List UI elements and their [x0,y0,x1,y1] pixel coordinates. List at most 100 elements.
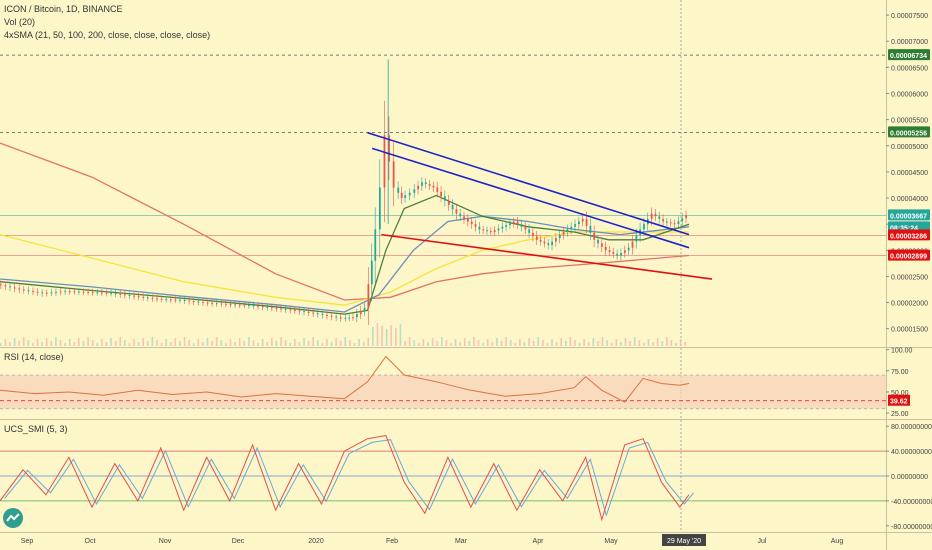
price-axis-tick-label: 0.00006000 [891,91,928,98]
volume-bar [330,342,333,346]
candle-body [482,229,485,231]
trendline [367,131,690,236]
smi-axis-tick-label: -40.00000000 [891,499,932,506]
volume-bar [514,343,517,346]
volume-bar [229,339,232,346]
price-axis-tick-label: 0.00004000 [891,196,928,203]
candle-body [604,246,607,251]
candle-body [374,229,377,261]
candle-body [119,293,122,295]
smi-line [0,435,690,522]
candle-body [447,200,450,205]
candle-body [215,303,218,305]
price-axis-tick-label: 0.00005500 [891,118,928,125]
rsi-band [0,375,886,409]
volume-bar [454,339,457,346]
volume-bar [243,341,246,346]
volume-bar [119,337,122,346]
candle-body [234,304,237,306]
volume-bar [610,343,613,346]
candle-body [211,302,214,304]
candle-body [252,305,255,307]
candle-body [128,295,131,297]
volume-bar [597,341,599,346]
volume-bar [215,337,218,346]
volume-bar [321,343,324,346]
rsi-axis-tick-label: 100.00 [891,348,913,355]
candle-body [363,307,366,311]
candle-body [673,223,676,225]
candle-body [493,230,496,232]
candle-body [413,189,416,193]
candle-body [91,292,94,294]
candle-body [539,239,542,242]
candle-body [392,161,395,188]
volume-bar [326,339,328,346]
volume-bar [519,339,521,346]
candle-body [18,288,21,290]
volume-bar [114,341,117,346]
time-axis-label: Sep [21,538,34,545]
volume-bar [183,337,186,346]
time-axis-label: Feb [386,538,398,545]
time-axis-label: Aug [831,538,844,545]
candle-body [183,299,186,301]
volume-bar [91,340,94,346]
volume-bar [197,339,200,346]
candle-body [463,216,465,219]
candle-body [593,232,596,240]
volume-bar [50,341,53,346]
price-axis-tick-label: 0.00001500 [891,327,928,334]
candle-body [50,292,53,294]
candle-body [303,311,305,313]
candle-body [677,221,680,225]
volume-bar [110,338,112,346]
volume-bar [312,337,314,346]
candle-body [22,289,25,291]
volume-bar [73,342,76,346]
sma-21-line [0,194,690,315]
volume-bar [179,341,181,346]
volume-bar [101,339,103,346]
volume-bar [500,341,503,346]
volume-bar [248,337,250,346]
volume-bar [574,340,576,346]
volume-bar [643,343,645,346]
candle-body [589,225,592,233]
candle-body [32,290,34,292]
candle-body [225,303,227,305]
candle-body [348,317,351,319]
volume-bar [427,342,429,346]
tradingview-logo-icon [3,508,23,528]
volume-bar [96,343,99,346]
volume-bar [505,337,507,346]
volume-bar [629,341,631,346]
volume-bar [211,341,213,346]
volume-bar [358,339,360,346]
candle-body [620,252,622,256]
volume-bar [220,340,223,346]
candle-body [440,191,443,197]
volume-bar [601,337,604,346]
volume-bar [450,343,452,346]
volume-bar [344,337,347,346]
candle-body [370,260,373,285]
volume-bar [68,339,71,346]
candle-body [78,291,80,293]
smi-legend: UCS_SMI (5, 3) [4,424,68,434]
volume-bar [390,325,393,346]
candle-body [574,224,576,227]
candle-body [238,304,241,306]
candle-body [352,317,354,319]
time-axis-label: Jul [758,538,767,545]
smi-signal-line [4,439,694,517]
candle-body [316,313,319,315]
candle-body [432,185,435,188]
candle-body [470,221,473,225]
volume-bar [9,342,11,346]
candle-body [489,231,492,233]
volume-bar [18,341,20,346]
volume-bar [261,339,264,346]
candle-body [87,291,90,293]
